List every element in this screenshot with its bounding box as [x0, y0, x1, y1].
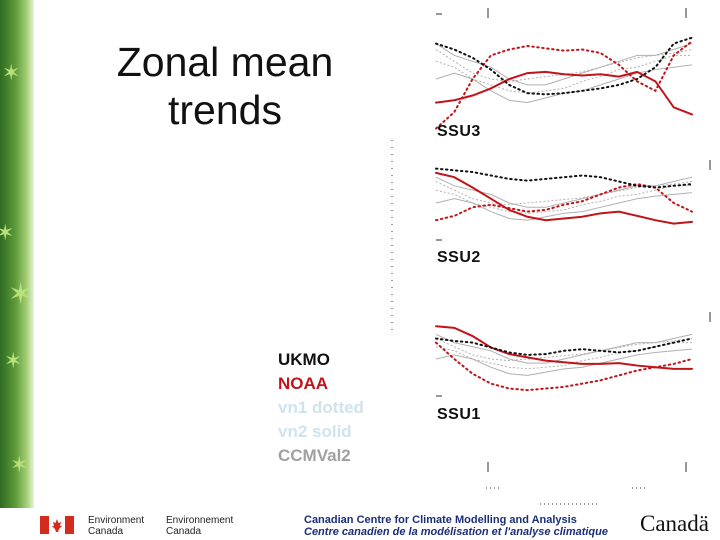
- slide-title: Zonal mean trends: [60, 38, 390, 134]
- legend-item-noaa: NOAA: [278, 374, 329, 393]
- noaa-dotted-series-line: [435, 341, 693, 392]
- maple-leaf-icon: ✶: [4, 348, 23, 373]
- maple-leaf-icon: ✶: [2, 60, 21, 85]
- panel-label-ssu1: SSU1: [437, 406, 481, 423]
- ccmval2-series-line: [435, 43, 693, 86]
- panel-ssu2: [435, 167, 693, 225]
- canada-flag-icon: [40, 516, 74, 534]
- trend-plots: [391, 8, 711, 505]
- ccmval2-series-line: [435, 333, 693, 364]
- legend-item-ccmval2: CCMVal2: [278, 446, 351, 465]
- noaa-solid-series-line: [435, 70, 693, 116]
- noaa-dotted-series-line: [435, 40, 693, 130]
- ccmval2-series-line: [435, 338, 693, 362]
- org-name-fr: Environnement Canada: [166, 515, 234, 537]
- footer: [0, 508, 720, 540]
- org-name-en: Environment Canada: [88, 515, 145, 537]
- ukmo-dotted-series-line: [435, 36, 693, 96]
- ccmval2-series-line: [435, 54, 692, 94]
- noaa-solid-series-line: [435, 325, 693, 370]
- ukmo-dotted-series-line: [435, 167, 693, 189]
- ccmval2-series-line: [435, 348, 693, 376]
- panel-ssu1: [435, 325, 693, 392]
- canada-wordmark: Canadä: [640, 511, 709, 536]
- centre-name: Canadian Centre for Climate Modelling an…: [304, 514, 608, 538]
- ccmval2-series-line: [435, 342, 692, 370]
- panel-label-ssu3: SSU3: [437, 123, 481, 140]
- noaa-solid-series-line: [435, 171, 693, 225]
- centre-name-fr: Centre canadien de la modélisation et l'…: [304, 526, 608, 538]
- legend-item-ukmo: UKMO: [278, 350, 330, 369]
- ccmval2-series-line: [435, 64, 693, 104]
- legend: UKMO NOAA vn1 dotted vn2 solid CCMVal2: [278, 348, 364, 468]
- ccmval2-series-line: [435, 181, 693, 206]
- legend-item-vn1: vn1 dotted: [278, 398, 364, 417]
- centre-name-en: Canadian Centre for Climate Modelling an…: [304, 514, 577, 526]
- maple-leaf-icon: ✶: [8, 278, 34, 311]
- panel-ssu3: [435, 36, 693, 130]
- ccmval2-series-line: [435, 176, 693, 208]
- slide-title-line2: trends: [168, 87, 282, 133]
- ukmo-dotted-series-line: [435, 337, 693, 356]
- axis-decor: [391, 8, 711, 505]
- ccmval2-series-line: [435, 185, 692, 214]
- panel-label-ssu2: SSU2: [437, 249, 481, 266]
- maple-leaf-icon: ✶: [0, 220, 15, 245]
- slide-title-line1: Zonal mean: [116, 39, 334, 85]
- decorative-sidebar: [0, 0, 34, 510]
- maple-leaf-icon: ✶: [10, 452, 29, 477]
- legend-item-vn2: vn2 solid: [278, 422, 352, 441]
